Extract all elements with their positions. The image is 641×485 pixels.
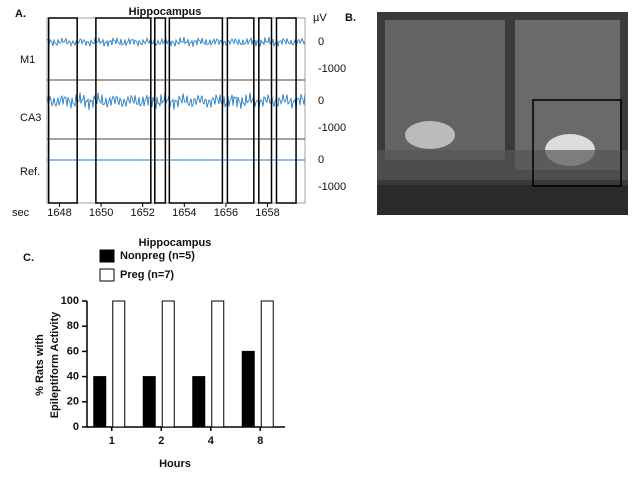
x-tick-label: 8 — [257, 435, 263, 447]
x-tick-label: 1654 — [172, 207, 196, 219]
x-tick-label: 2 — [158, 435, 164, 447]
y-tick-label: 0 — [318, 154, 324, 166]
window-box — [154, 17, 167, 204]
y-tick-label: 100 — [61, 295, 79, 307]
x-axis-label: Hours — [159, 458, 191, 470]
x-tick-label: 1656 — [214, 207, 238, 219]
x-tick-label: 1 — [109, 435, 115, 447]
window-box — [258, 17, 273, 204]
x-tick-label: 4 — [208, 435, 215, 447]
unit-label: µV — [313, 12, 327, 24]
y-tick-label: 0 — [318, 36, 324, 48]
bar — [142, 376, 156, 428]
trace-label: Ref. — [20, 166, 40, 178]
x-tick-label: 1650 — [89, 207, 113, 219]
y-tick-label: 0 — [318, 95, 324, 107]
legend-label: Nonpreg (n=5) — [120, 250, 195, 262]
panel-label: B. — [345, 12, 356, 24]
x-tick-label: 1648 — [47, 207, 71, 219]
panel-label: C. — [23, 252, 34, 264]
trace-label: M1 — [20, 54, 35, 66]
y-tick-label: -1000 — [318, 181, 346, 193]
legend-swatch — [99, 268, 115, 282]
window-box — [95, 17, 152, 204]
x-tick-label: 1652 — [130, 207, 154, 219]
plot-frame — [46, 17, 306, 204]
legend-label: Preg (n=7) — [120, 269, 174, 281]
y-tick-label: 20 — [67, 396, 79, 408]
trace — [46, 36, 306, 48]
window-box — [226, 17, 255, 204]
window-box — [275, 17, 297, 204]
y-axis-label: Epileptiform Activity — [49, 311, 61, 418]
window-box — [47, 17, 78, 204]
bar — [260, 300, 274, 428]
y-tick-label: 0 — [73, 421, 79, 433]
trace-label: CA3 — [20, 112, 41, 124]
legend-swatch — [99, 249, 115, 263]
y-tick-label: -1000 — [318, 63, 346, 75]
panel-label: A. — [15, 8, 26, 20]
bar — [241, 350, 255, 428]
panel-title: Hippocampus — [129, 6, 202, 18]
trace — [46, 92, 306, 111]
y-tick-label: 80 — [67, 320, 79, 332]
x-tick-label: 1658 — [255, 207, 279, 219]
y-tick-label: -1000 — [318, 122, 346, 134]
bar — [161, 300, 175, 428]
photo — [377, 12, 628, 215]
y-axis-label: % Rats with — [34, 334, 46, 396]
chart-title: Hippocampus — [139, 237, 212, 249]
window-box — [168, 17, 224, 204]
x-axis-label: sec — [12, 207, 30, 219]
bar — [93, 376, 107, 428]
bar — [112, 300, 126, 428]
bar — [192, 376, 206, 428]
y-tick-label: 60 — [67, 345, 79, 357]
bar — [211, 300, 225, 428]
y-tick-label: 40 — [67, 371, 79, 383]
